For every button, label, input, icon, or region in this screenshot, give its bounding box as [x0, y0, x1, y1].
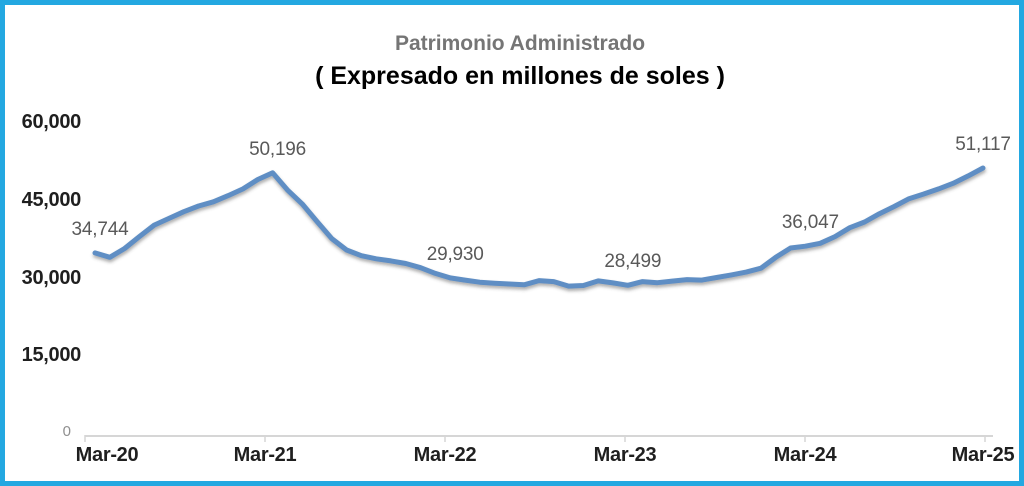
- data-label-mar-20: 34,744: [71, 218, 129, 240]
- y-axis-zero-label: 0: [62, 423, 71, 440]
- x-axis-label-mar-22: Mar-22: [413, 444, 477, 466]
- y-axis-label: 15,000: [21, 344, 82, 367]
- data-label-mar-23: 28,499: [604, 251, 662, 273]
- data-label-mar-24: 36,047: [781, 212, 839, 234]
- chart-title: Patrimonio Administrado: [394, 32, 646, 55]
- x-axis-label-mar-24: Mar-24: [773, 444, 837, 466]
- data-label-mar-25: 51,117: [955, 134, 1011, 156]
- x-axis-label-mar-25: Mar-25: [951, 444, 1015, 466]
- y-axis-label: 45,000: [21, 188, 82, 211]
- line-plot: [84, 165, 993, 442]
- y-axis-label: 60,000: [21, 111, 82, 133]
- x-axis-label-mar-20: Mar-20: [75, 444, 139, 466]
- chart-subtitle: ( Expresado en millones de soles ): [315, 62, 725, 90]
- x-axis-label-mar-21: Mar-21: [233, 444, 297, 466]
- series-line-patrimonio-administrado: [92, 165, 986, 289]
- data-label-mar-22: 29,930: [426, 243, 484, 265]
- y-axis-label: 30,000: [21, 266, 82, 289]
- x-axis-label-mar-23: Mar-23: [593, 444, 657, 466]
- data-label-mar-21: 50,196: [249, 138, 307, 160]
